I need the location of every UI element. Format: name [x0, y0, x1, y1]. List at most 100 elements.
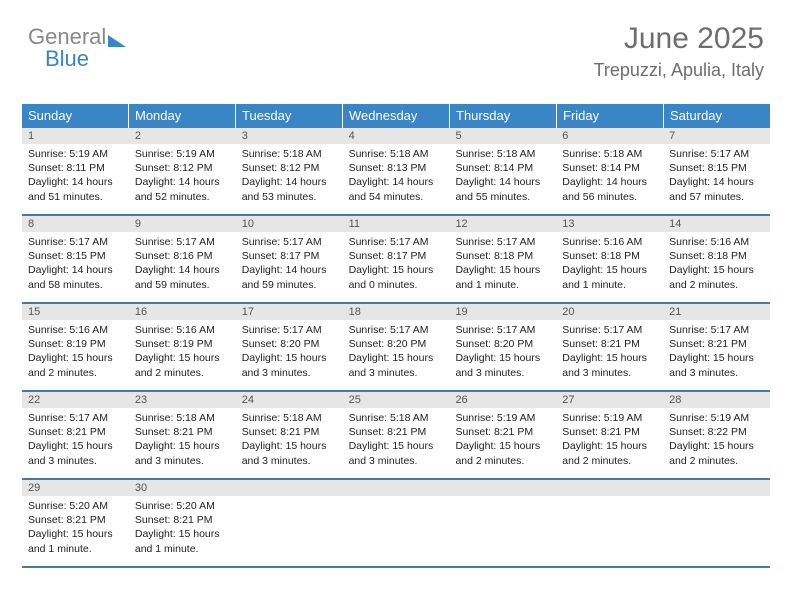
calendar-day: 25Sunrise: 5:18 AMSunset: 8:21 PMDayligh…: [343, 392, 450, 478]
weekday-header-row: SundayMondayTuesdayWednesdayThursdayFrid…: [22, 104, 770, 128]
day-body: Sunrise: 5:17 AMSunset: 8:20 PMDaylight:…: [343, 320, 450, 386]
sunrise-line: Sunrise: 5:17 AM: [242, 235, 339, 249]
day-number: 21: [663, 304, 770, 320]
sunrise-line: Sunrise: 5:18 AM: [562, 147, 659, 161]
calendar-week: 1Sunrise: 5:19 AMSunset: 8:11 PMDaylight…: [22, 128, 770, 216]
sunset-line: Sunset: 8:14 PM: [455, 161, 552, 175]
sunset-line: Sunset: 8:21 PM: [28, 513, 125, 527]
day-number: [236, 480, 343, 496]
calendar-day: 9Sunrise: 5:17 AMSunset: 8:16 PMDaylight…: [129, 216, 236, 302]
day-body: Sunrise: 5:19 AMSunset: 8:21 PMDaylight:…: [556, 408, 663, 474]
sunrise-line: Sunrise: 5:19 AM: [28, 147, 125, 161]
daylight-line: Daylight: 15 hours and 2 minutes.: [135, 351, 232, 379]
daylight-line: Daylight: 15 hours and 3 minutes.: [669, 351, 766, 379]
day-number: 23: [129, 392, 236, 408]
sunrise-line: Sunrise: 5:18 AM: [349, 147, 446, 161]
day-body: [343, 496, 450, 566]
daylight-line: Daylight: 15 hours and 0 minutes.: [349, 263, 446, 291]
sunrise-line: Sunrise: 5:19 AM: [455, 411, 552, 425]
sunrise-line: Sunrise: 5:16 AM: [28, 323, 125, 337]
daylight-line: Daylight: 15 hours and 3 minutes.: [242, 439, 339, 467]
triangle-icon: [108, 35, 126, 47]
sunrise-line: Sunrise: 5:19 AM: [669, 411, 766, 425]
daylight-line: Daylight: 15 hours and 2 minutes.: [455, 439, 552, 467]
day-number: 29: [22, 480, 129, 496]
daylight-line: Daylight: 15 hours and 2 minutes.: [562, 439, 659, 467]
day-number: 26: [449, 392, 556, 408]
daylight-line: Daylight: 14 hours and 55 minutes.: [455, 175, 552, 203]
day-number: 30: [129, 480, 236, 496]
calendar-day: 24Sunrise: 5:18 AMSunset: 8:21 PMDayligh…: [236, 392, 343, 478]
day-number: 11: [343, 216, 450, 232]
weekday-header: Thursday: [450, 104, 557, 128]
calendar-day: 28Sunrise: 5:19 AMSunset: 8:22 PMDayligh…: [663, 392, 770, 478]
day-number: 9: [129, 216, 236, 232]
calendar-day: 13Sunrise: 5:16 AMSunset: 8:18 PMDayligh…: [556, 216, 663, 302]
sunrise-line: Sunrise: 5:18 AM: [455, 147, 552, 161]
sunrise-line: Sunrise: 5:17 AM: [349, 235, 446, 249]
day-number: 2: [129, 128, 236, 144]
day-body: Sunrise: 5:17 AMSunset: 8:21 PMDaylight:…: [663, 320, 770, 386]
sunset-line: Sunset: 8:21 PM: [135, 513, 232, 527]
daylight-line: Daylight: 14 hours and 59 minutes.: [135, 263, 232, 291]
calendar-day: 5Sunrise: 5:18 AMSunset: 8:14 PMDaylight…: [449, 128, 556, 214]
weekday-header: Sunday: [22, 104, 129, 128]
calendar-day: 6Sunrise: 5:18 AMSunset: 8:14 PMDaylight…: [556, 128, 663, 214]
sunset-line: Sunset: 8:12 PM: [242, 161, 339, 175]
sunrise-line: Sunrise: 5:17 AM: [28, 411, 125, 425]
calendar-day: [663, 480, 770, 566]
daylight-line: Daylight: 15 hours and 3 minutes.: [242, 351, 339, 379]
sunrise-line: Sunrise: 5:17 AM: [349, 323, 446, 337]
sunrise-line: Sunrise: 5:17 AM: [242, 323, 339, 337]
calendar: SundayMondayTuesdayWednesdayThursdayFrid…: [22, 104, 770, 568]
sunset-line: Sunset: 8:20 PM: [349, 337, 446, 351]
calendar-day: 27Sunrise: 5:19 AMSunset: 8:21 PMDayligh…: [556, 392, 663, 478]
daylight-line: Daylight: 15 hours and 3 minutes.: [349, 351, 446, 379]
day-body: Sunrise: 5:16 AMSunset: 8:18 PMDaylight:…: [556, 232, 663, 298]
sunset-line: Sunset: 8:18 PM: [669, 249, 766, 263]
calendar-day: 20Sunrise: 5:17 AMSunset: 8:21 PMDayligh…: [556, 304, 663, 390]
day-body: Sunrise: 5:16 AMSunset: 8:19 PMDaylight:…: [22, 320, 129, 386]
day-number: 28: [663, 392, 770, 408]
page-title: June 2025: [594, 22, 764, 56]
sunset-line: Sunset: 8:18 PM: [562, 249, 659, 263]
weekday-header: Wednesday: [343, 104, 450, 128]
calendar-day: 1Sunrise: 5:19 AMSunset: 8:11 PMDaylight…: [22, 128, 129, 214]
sunset-line: Sunset: 8:20 PM: [242, 337, 339, 351]
calendar-day: [449, 480, 556, 566]
day-body: Sunrise: 5:17 AMSunset: 8:17 PMDaylight:…: [236, 232, 343, 298]
day-body: Sunrise: 5:19 AMSunset: 8:11 PMDaylight:…: [22, 144, 129, 210]
calendar-day: 12Sunrise: 5:17 AMSunset: 8:18 PMDayligh…: [449, 216, 556, 302]
daylight-line: Daylight: 14 hours and 53 minutes.: [242, 175, 339, 203]
sunset-line: Sunset: 8:21 PM: [242, 425, 339, 439]
daylight-line: Daylight: 14 hours and 59 minutes.: [242, 263, 339, 291]
daylight-line: Daylight: 14 hours and 58 minutes.: [28, 263, 125, 291]
calendar-week: 29Sunrise: 5:20 AMSunset: 8:21 PMDayligh…: [22, 480, 770, 568]
calendar-week: 15Sunrise: 5:16 AMSunset: 8:19 PMDayligh…: [22, 304, 770, 392]
daylight-line: Daylight: 15 hours and 1 minute.: [28, 527, 125, 555]
day-body: [663, 496, 770, 566]
sunset-line: Sunset: 8:21 PM: [135, 425, 232, 439]
day-number: [449, 480, 556, 496]
day-body: Sunrise: 5:18 AMSunset: 8:12 PMDaylight:…: [236, 144, 343, 210]
sunrise-line: Sunrise: 5:18 AM: [349, 411, 446, 425]
sunrise-line: Sunrise: 5:19 AM: [562, 411, 659, 425]
daylight-line: Daylight: 15 hours and 3 minutes.: [349, 439, 446, 467]
day-body: Sunrise: 5:19 AMSunset: 8:21 PMDaylight:…: [449, 408, 556, 474]
day-number: 13: [556, 216, 663, 232]
calendar-day: 8Sunrise: 5:17 AMSunset: 8:15 PMDaylight…: [22, 216, 129, 302]
day-body: Sunrise: 5:17 AMSunset: 8:15 PMDaylight:…: [22, 232, 129, 298]
day-body: Sunrise: 5:18 AMSunset: 8:21 PMDaylight:…: [129, 408, 236, 474]
sunset-line: Sunset: 8:17 PM: [349, 249, 446, 263]
day-body: Sunrise: 5:17 AMSunset: 8:20 PMDaylight:…: [449, 320, 556, 386]
calendar-day: 22Sunrise: 5:17 AMSunset: 8:21 PMDayligh…: [22, 392, 129, 478]
sunrise-line: Sunrise: 5:18 AM: [242, 147, 339, 161]
sunset-line: Sunset: 8:18 PM: [455, 249, 552, 263]
sunrise-line: Sunrise: 5:17 AM: [669, 147, 766, 161]
sunset-line: Sunset: 8:21 PM: [562, 337, 659, 351]
day-number: 10: [236, 216, 343, 232]
calendar-day: 3Sunrise: 5:18 AMSunset: 8:12 PMDaylight…: [236, 128, 343, 214]
day-number: 19: [449, 304, 556, 320]
day-number: 22: [22, 392, 129, 408]
day-number: 6: [556, 128, 663, 144]
